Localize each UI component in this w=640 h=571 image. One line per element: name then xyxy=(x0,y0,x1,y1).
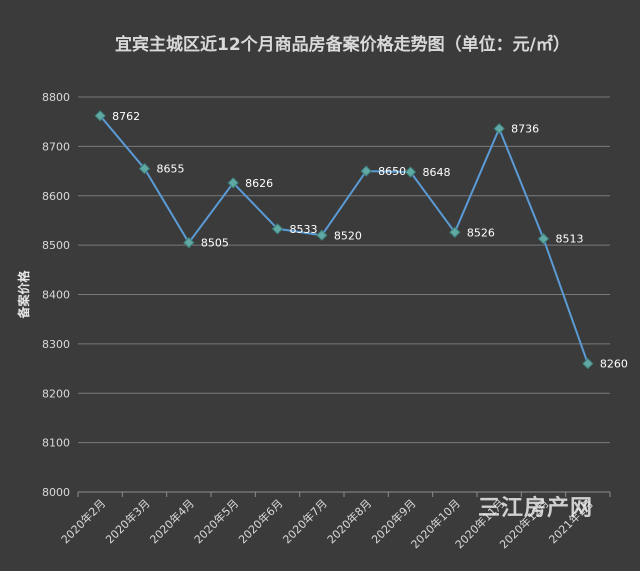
y-axis-label: 备案价格 xyxy=(16,270,31,320)
data-point xyxy=(138,162,151,175)
x-tick-label: 2020年8月 xyxy=(324,496,374,546)
y-tick-label: 8600 xyxy=(42,190,70,203)
data-label: 8762 xyxy=(112,110,140,123)
data-point xyxy=(404,166,417,178)
data-point xyxy=(493,122,505,135)
data-point xyxy=(94,110,106,122)
data-point xyxy=(227,177,239,189)
y-tick-label: 8800 xyxy=(42,91,70,104)
x-tick-label: 2020年2月 xyxy=(58,496,108,546)
x-tick-label: 2020年3月 xyxy=(102,496,152,546)
data-label: 8260 xyxy=(600,358,628,371)
data-label: 8736 xyxy=(511,123,539,136)
data-point xyxy=(360,165,372,177)
data-point xyxy=(582,357,594,370)
x-tick-label: 2020年5月 xyxy=(191,496,241,546)
data-label: 8655 xyxy=(157,163,185,176)
data-point xyxy=(449,226,461,238)
data-label: 8648 xyxy=(423,166,451,179)
y-tick-label: 8200 xyxy=(42,387,70,400)
data-label: 8526 xyxy=(467,226,495,239)
data-point xyxy=(537,233,550,245)
y-tick-label: 8000 xyxy=(42,486,70,499)
y-tick-label: 8500 xyxy=(42,239,70,252)
data-label: 8520 xyxy=(334,229,362,242)
x-tick-label: 2020年6月 xyxy=(235,496,285,546)
y-tick-label: 8300 xyxy=(42,338,70,351)
y-tick-label: 8400 xyxy=(42,289,70,302)
data-point xyxy=(316,229,328,241)
data-point xyxy=(183,236,195,249)
data-point xyxy=(271,223,284,235)
series-line xyxy=(99,115,589,364)
y-tick-label: 8700 xyxy=(42,140,70,153)
data-label: 8626 xyxy=(245,177,273,190)
y-tick-label: 8100 xyxy=(42,437,70,450)
data-label: 8650 xyxy=(378,165,406,178)
data-label: 8505 xyxy=(201,237,229,250)
watermark-logo: 三江房产网 xyxy=(478,496,594,521)
chart-title: 宜宾主城区近12个月商品房备案价格走势图（单位：元/㎡） xyxy=(115,35,570,55)
x-tick-label: 2020年7月 xyxy=(280,496,330,546)
x-tick-label: 2020年4月 xyxy=(147,496,197,546)
data-label: 8533 xyxy=(290,223,318,236)
data-label: 8513 xyxy=(556,233,584,246)
